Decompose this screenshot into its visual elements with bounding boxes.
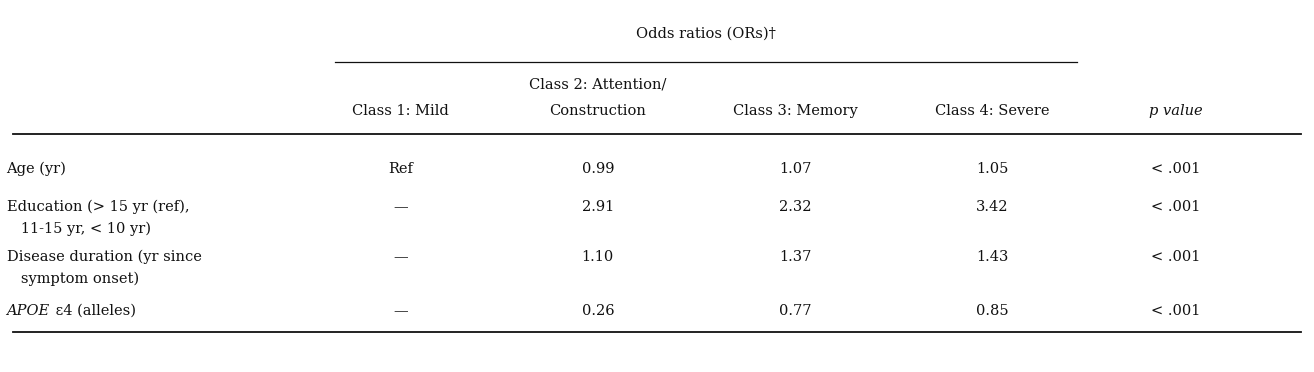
- Text: Age (yr): Age (yr): [7, 162, 67, 176]
- Text: APOE: APOE: [7, 304, 50, 318]
- Text: 1.43: 1.43: [976, 250, 1008, 264]
- Text: ε4 (alleles): ε4 (alleles): [51, 304, 137, 318]
- Text: 2.91: 2.91: [582, 200, 614, 214]
- Text: —: —: [393, 200, 409, 214]
- Text: Construction: Construction: [549, 104, 646, 118]
- Text: Class 4: Severe: Class 4: Severe: [934, 104, 1050, 118]
- Text: 1.10: 1.10: [582, 250, 614, 264]
- Text: Education (> 15 yr (ref),: Education (> 15 yr (ref),: [7, 200, 189, 214]
- Text: p value: p value: [1150, 104, 1202, 118]
- Text: Odds ratios (ORs)†: Odds ratios (ORs)†: [636, 27, 777, 41]
- Text: symptom onset): symptom onset): [7, 272, 139, 286]
- Text: Disease duration (yr since: Disease duration (yr since: [7, 250, 201, 264]
- Text: 0.77: 0.77: [779, 304, 811, 318]
- Text: < .001: < .001: [1151, 304, 1201, 318]
- Text: 0.99: 0.99: [582, 162, 614, 176]
- Text: Class 2: Attention/: Class 2: Attention/: [530, 77, 666, 91]
- Text: 0.85: 0.85: [976, 304, 1008, 318]
- Text: 2.32: 2.32: [779, 200, 811, 214]
- Text: —: —: [393, 304, 409, 318]
- Text: Ref: Ref: [389, 162, 413, 176]
- Text: 1.37: 1.37: [779, 250, 811, 264]
- Text: Class 3: Memory: Class 3: Memory: [733, 104, 857, 118]
- Text: < .001: < .001: [1151, 200, 1201, 214]
- Text: < .001: < .001: [1151, 162, 1201, 176]
- Text: 3.42: 3.42: [976, 200, 1008, 214]
- Text: Class 1: Mild: Class 1: Mild: [352, 104, 449, 118]
- Text: —: —: [393, 250, 409, 264]
- Text: < .001: < .001: [1151, 250, 1201, 264]
- Text: 1.05: 1.05: [976, 162, 1008, 176]
- Text: 1.07: 1.07: [779, 162, 811, 176]
- Text: 0.26: 0.26: [582, 304, 614, 318]
- Text: 11-15 yr, < 10 yr): 11-15 yr, < 10 yr): [7, 222, 151, 236]
